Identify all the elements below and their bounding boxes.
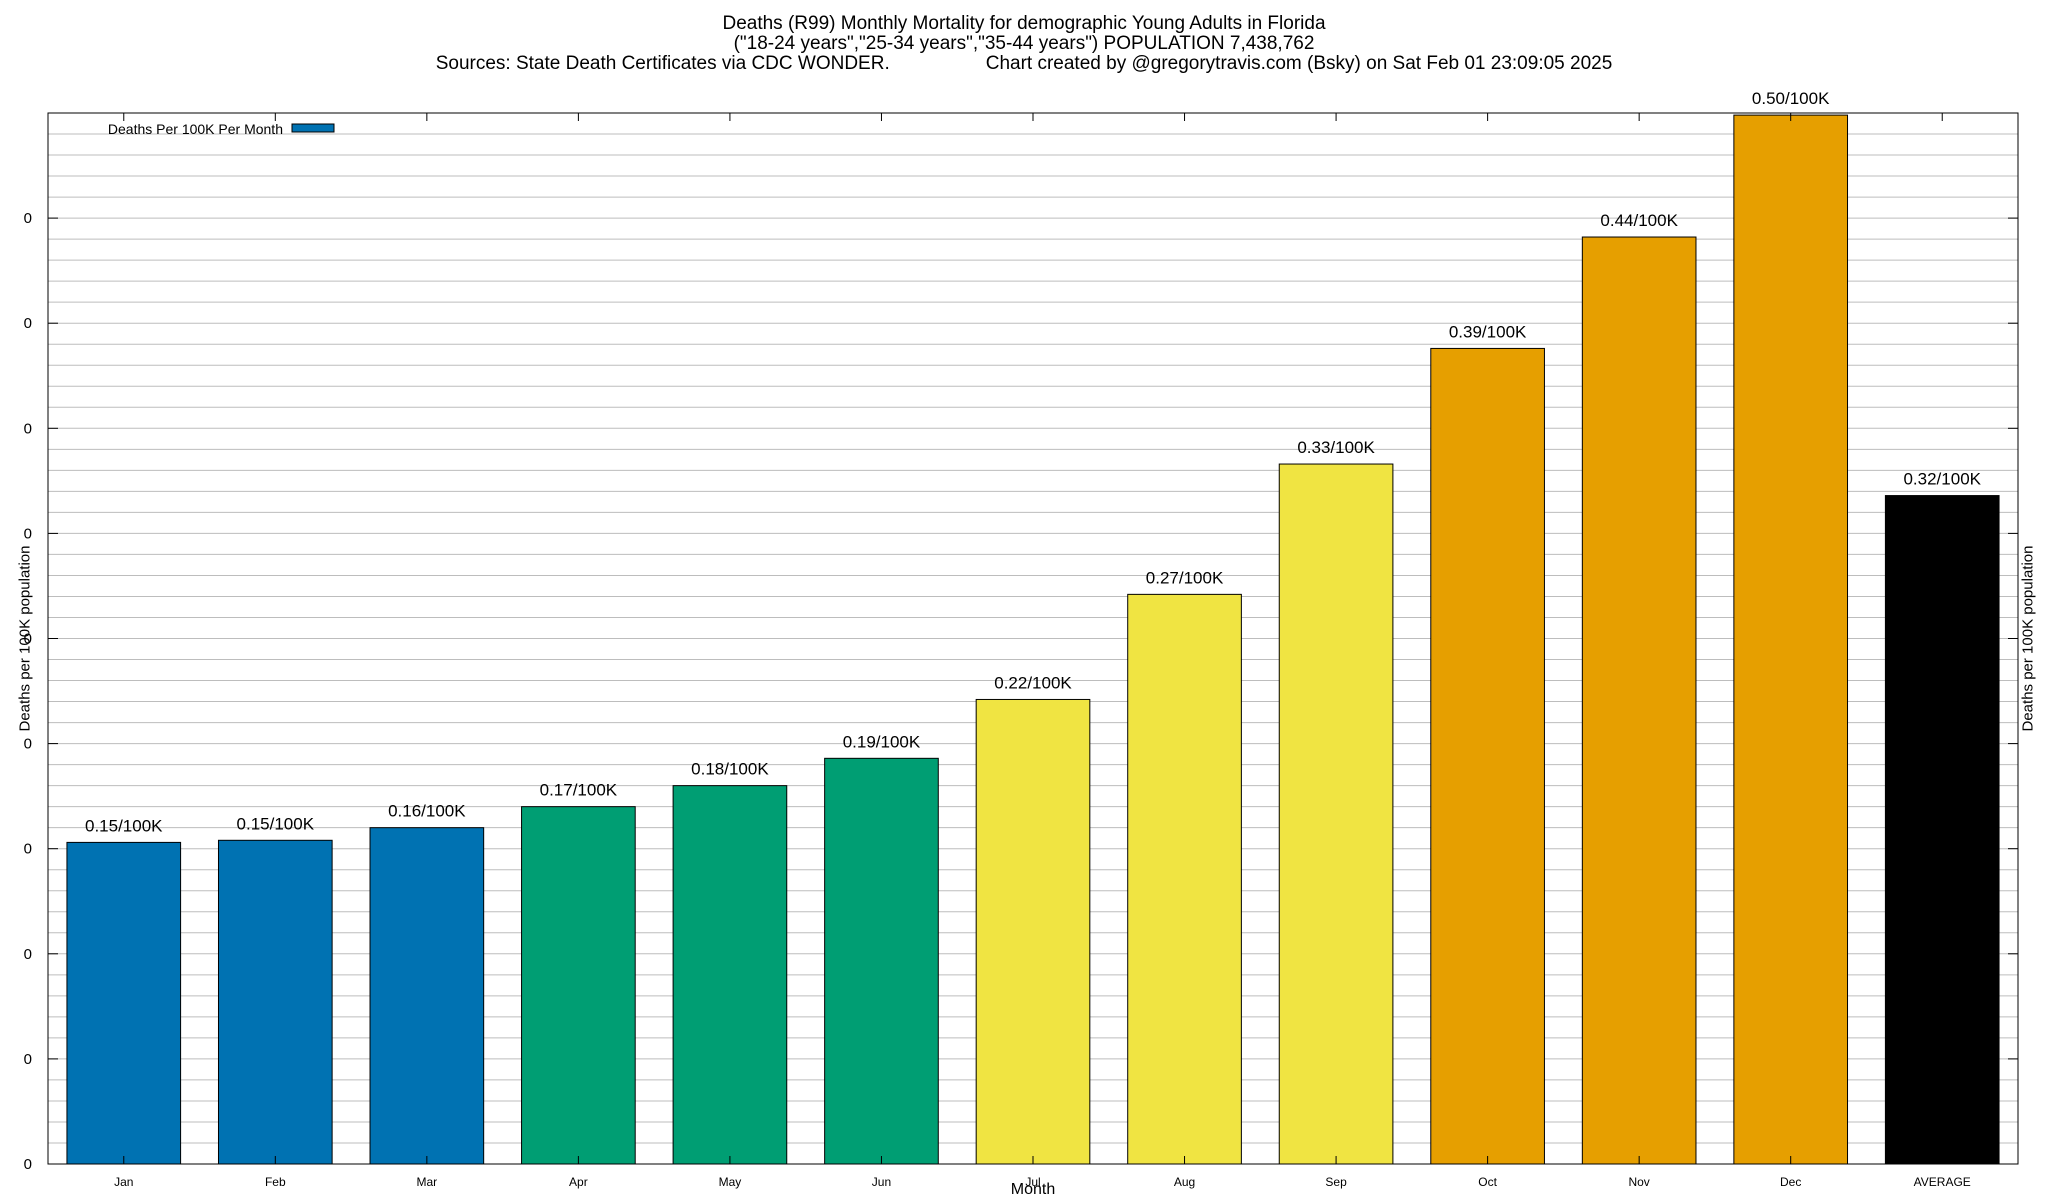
bar-nov [1581,236,1697,1165]
bar-jun [824,757,939,1165]
data-label: 0.22/100K [994,673,1072,692]
x-tick-label: Apr [569,1175,588,1189]
y-tick-label: 0 [24,210,32,227]
y-tick-label: 0 [24,420,32,437]
y-tick-label: 0 [24,1051,32,1068]
data-label: 0.19/100K [843,732,921,751]
y-tick-label: 0 [24,946,32,963]
y-axis-label-right: Deaths per 100K population [2018,545,2036,732]
data-label: 0.17/100K [540,781,618,800]
x-tick-label: Mar [417,1175,438,1189]
bar-apr [521,806,636,1165]
data-label: 0.15/100K [85,816,163,835]
y-tick-label: 0 [24,631,32,648]
y-tick-label: 0 [24,525,32,542]
data-label: 0.27/100K [1146,568,1224,587]
data-label: 0.18/100K [691,760,769,779]
bar-may [672,785,788,1165]
x-tick-label: Aug [1174,1175,1195,1189]
y-tick-label: 0 [24,841,32,858]
y-axis-label-left: Deaths per 100K population [15,545,33,732]
data-label: 0.33/100K [1297,438,1375,457]
legend-label: Deaths Per 100K Per Month [108,121,283,137]
chart-source-line: Sources: State Death Certificates via CD… [0,54,2048,74]
data-label: 0.50/100K [1752,89,1830,108]
x-axis-label: Month [1011,1181,1055,1198]
x-tick-label: Feb [265,1175,286,1189]
chart-title-block: Deaths (R99) Monthly Mortality for demog… [0,14,2048,74]
x-tick-label: Jul [1025,1175,1040,1189]
legend-swatch [291,123,335,133]
x-tick-label: AVERAGE [1914,1175,1971,1189]
bar-average [1884,495,2000,1165]
chart-subtitle: ("18-24 years","25-34 years","35-44 year… [733,33,1315,54]
x-tick-label: May [719,1175,742,1189]
data-label: 0.44/100K [1600,211,1678,230]
bar-jan [66,841,182,1165]
data-label: 0.39/100K [1449,322,1527,341]
sources-text: Sources: State Death Certificates via CD… [435,53,890,74]
y-tick-label: 0 [24,1156,32,1173]
credit-text: Chart created by @gregorytravis.com (Bsk… [985,53,1613,74]
x-tick-label: Jan [114,1175,133,1189]
x-tick-label: Sep [1325,1175,1347,1189]
x-tick-label: Oct [1478,1175,1497,1189]
bar-feb [217,839,333,1165]
bar-jul [975,698,1091,1165]
data-label: 0.32/100K [1903,470,1981,489]
y-tick-label: 0 [24,736,32,753]
bar-sep [1278,463,1394,1165]
y-tick-label: 0 [24,315,32,332]
data-label: 0.16/100K [388,802,466,821]
bar-oct [1430,347,1545,1165]
plot-frame [47,112,2019,1165]
x-tick-label: Jun [872,1175,891,1189]
x-tick-label: Nov [1628,1175,1649,1189]
bar-dec [1733,114,1849,1165]
bar-aug [1127,593,1242,1165]
bar-mar [369,827,485,1165]
x-tick-label: Dec [1780,1175,1801,1189]
chart-title: Deaths (R99) Monthly Mortality for demog… [722,13,1326,34]
data-label: 0.15/100K [237,814,315,833]
